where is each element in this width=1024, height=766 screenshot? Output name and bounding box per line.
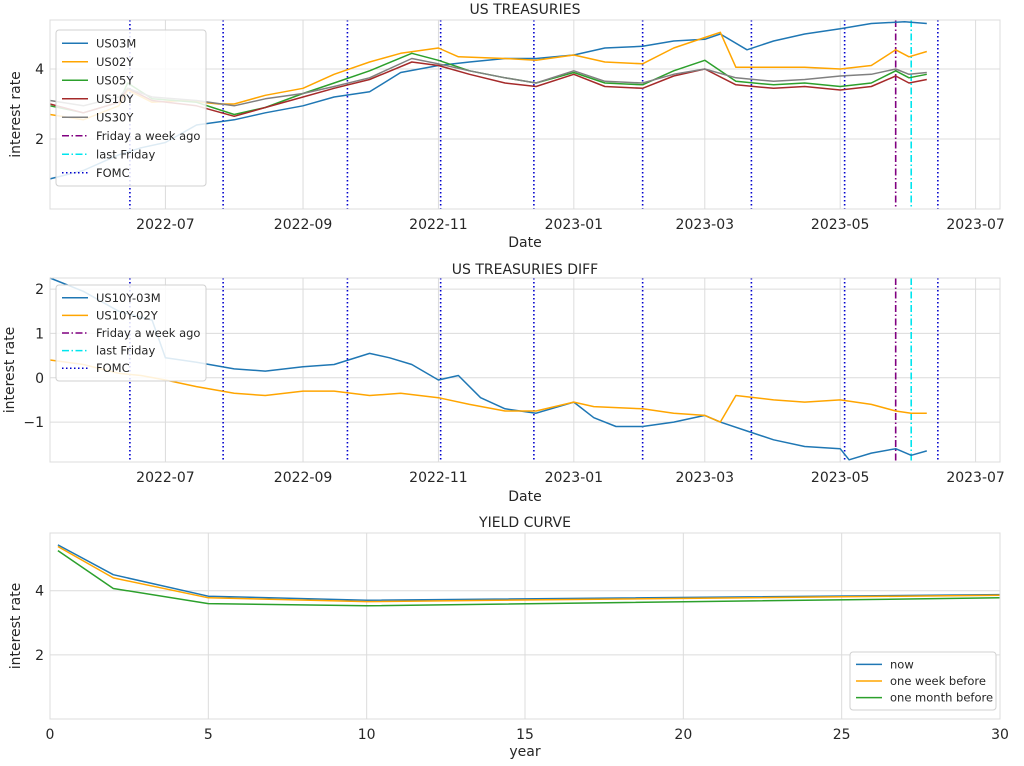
y-tick-label: 2 bbox=[35, 132, 44, 148]
series-line-now bbox=[57, 544, 1001, 602]
y-axis-label: interest rate bbox=[8, 583, 24, 670]
x-tick-label: 10 bbox=[358, 727, 376, 743]
legend-label: FOMC bbox=[96, 166, 130, 180]
series-line-us10y-02y bbox=[49, 359, 927, 423]
legend-label: Friday a week ago bbox=[96, 129, 200, 143]
legend: now one week before one month before bbox=[849, 651, 997, 711]
x-tick-label: 2023-07 bbox=[946, 470, 1005, 486]
series-line-one week before bbox=[57, 545, 1001, 603]
y-tick-label: 4 bbox=[35, 584, 44, 600]
plot-frame bbox=[49, 277, 1001, 463]
legend-label: US10Y-03M bbox=[96, 291, 161, 305]
x-tick-label: 20 bbox=[674, 727, 692, 743]
x-tick-label: 0 bbox=[46, 727, 55, 743]
chart-title: US TREASURIES bbox=[469, 2, 580, 18]
y-axis-label: interest rate bbox=[2, 327, 18, 414]
legend-label: one month before bbox=[890, 691, 993, 705]
x-tick-label: 2023-01 bbox=[545, 217, 604, 233]
legend-label: US03M bbox=[96, 36, 136, 50]
x-axis-label: year bbox=[509, 744, 540, 760]
x-tick-label: 2022-09 bbox=[274, 470, 333, 486]
plot-frame bbox=[49, 19, 1001, 210]
legend-box bbox=[849, 651, 997, 711]
legend-label: FOMC bbox=[96, 361, 130, 375]
chart-title: YIELD CURVE bbox=[478, 515, 571, 531]
x-tick-label: 2022-07 bbox=[136, 470, 195, 486]
x-tick-label: 2023-07 bbox=[946, 217, 1005, 233]
chart-panel-2: 2022-07 2022-09 2022-11 2023-01 2023-03 2023-… bbox=[2, 262, 1005, 505]
legend-label: US05Y bbox=[96, 73, 134, 87]
legend-label: Friday a week ago bbox=[96, 326, 200, 340]
x-tick-label: 2023-01 bbox=[545, 470, 604, 486]
chart-panel-1: 2022-07 2022-09 2022-11 2023-01 2023-03 2023-… bbox=[8, 2, 1005, 251]
y-tick-label: 1 bbox=[35, 326, 44, 342]
x-tick-label: 25 bbox=[833, 727, 851, 743]
legend-label: now bbox=[890, 657, 914, 671]
plot-area bbox=[50, 278, 1000, 462]
y-tick-label: −1 bbox=[23, 415, 44, 431]
legend-label: US02Y bbox=[96, 55, 134, 69]
legend-box bbox=[55, 284, 207, 382]
x-tick-label: 2023-03 bbox=[676, 217, 735, 233]
x-tick-label: 2022-09 bbox=[274, 217, 333, 233]
legend: US10Y-03M US10Y-02Y Friday a week ago last … bbox=[55, 284, 207, 382]
y-tick-label: 0 bbox=[35, 371, 44, 387]
legend-label: last Friday bbox=[96, 147, 155, 161]
x-tick-label: 15 bbox=[516, 727, 534, 743]
legend-label: US30Y bbox=[96, 110, 134, 124]
y-axis-label: interest rate bbox=[8, 71, 24, 158]
legend: US03M US02Y US05Y US10Y US30Y Friday a week a… bbox=[55, 29, 207, 187]
x-tick-label: 2023-05 bbox=[811, 470, 870, 486]
legend-label: US10Y-02Y bbox=[96, 308, 159, 322]
y-tick-label: 2 bbox=[35, 282, 44, 298]
y-tick-label: 4 bbox=[35, 62, 44, 78]
legend-label: last Friday bbox=[96, 344, 155, 358]
legend-box bbox=[55, 29, 207, 187]
plot-frame bbox=[49, 532, 1001, 720]
x-tick-label: 30 bbox=[991, 727, 1009, 743]
plot-area bbox=[50, 20, 1000, 209]
x-tick-label: 2022-11 bbox=[409, 470, 468, 486]
legend-label: one week before bbox=[890, 674, 986, 688]
x-tick-label: 2023-05 bbox=[811, 217, 870, 233]
x-axis-label: Date bbox=[508, 235, 541, 251]
x-axis-label: Date bbox=[508, 489, 541, 505]
legend-label: US10Y bbox=[96, 92, 134, 106]
chart-title: US TREASURIES DIFF bbox=[452, 262, 598, 278]
x-tick-label: 2022-07 bbox=[136, 217, 195, 233]
x-tick-label: 2023-03 bbox=[676, 470, 735, 486]
x-tick-label: 2022-11 bbox=[409, 217, 468, 233]
series-line-one month before bbox=[57, 549, 1001, 607]
chart-panel-3: 0 5 10 15 20 25 30 2 4 YIELD CURVE year interest ra… bbox=[8, 515, 1009, 760]
x-tick-label: 5 bbox=[204, 727, 213, 743]
y-tick-label: 2 bbox=[35, 648, 44, 664]
